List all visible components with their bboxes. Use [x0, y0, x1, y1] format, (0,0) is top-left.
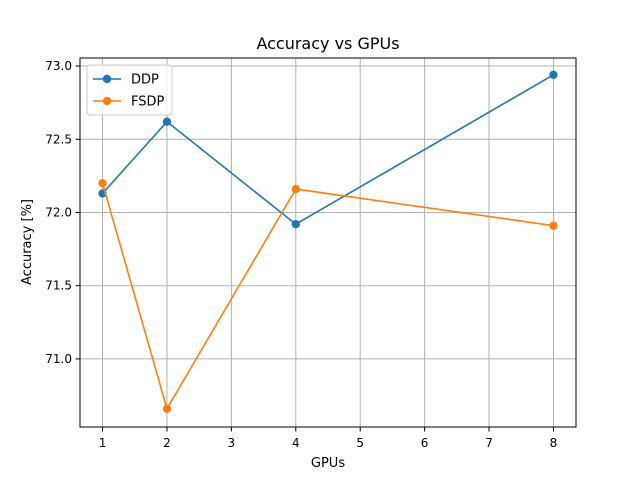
series-layer — [98, 70, 558, 413]
x-tick-label: 5 — [356, 436, 364, 450]
ddp-data-point — [291, 219, 300, 229]
x-tick-label: 7 — [485, 436, 493, 450]
legend-ddp-marker — [102, 74, 112, 84]
y-tick-label: 71.0 — [45, 352, 72, 366]
x-tick-label: 3 — [228, 436, 236, 450]
y-tick-label: 71.5 — [45, 279, 72, 293]
plot-frame — [79, 57, 577, 428]
y-axis-label: Accuracy [%] — [20, 199, 35, 285]
y-tick-label: 72.0 — [45, 205, 72, 219]
x-tick-label: 4 — [292, 436, 300, 450]
ddp-series-line — [101, 74, 554, 226]
x-tick-label: 1 — [99, 436, 107, 450]
legend-fsdp-marker — [102, 96, 112, 106]
grid-lines — [80, 58, 576, 427]
fsdp-series-line — [101, 182, 554, 411]
x-tick-label: 2 — [163, 436, 171, 450]
fsdp-data-point — [291, 184, 300, 194]
y-tick-label: 73.0 — [45, 59, 72, 73]
ddp-data-point — [162, 117, 172, 126]
axis-ticks: 1 2 3 4 5 6 7 8 71.0 71.5 72.0 72.5 73.0 — [45, 59, 557, 450]
fsdp-data-point — [162, 404, 172, 413]
fsdp-data-point — [549, 221, 558, 230]
x-axis-label: GPUs — [311, 456, 345, 471]
legend-ddp-label: DDP — [131, 73, 159, 88]
fsdp-data-point — [98, 178, 107, 188]
legend-fsdp-label: FSDP — [131, 95, 165, 110]
ddp-data-point — [549, 70, 558, 80]
x-tick-label: 6 — [421, 436, 429, 450]
legend: DDP FSDP — [86, 64, 173, 116]
y-tick-label: 72.5 — [45, 132, 72, 146]
chart-title: Accuracy vs GPUs — [256, 34, 399, 53]
x-tick-label: 8 — [550, 436, 558, 450]
